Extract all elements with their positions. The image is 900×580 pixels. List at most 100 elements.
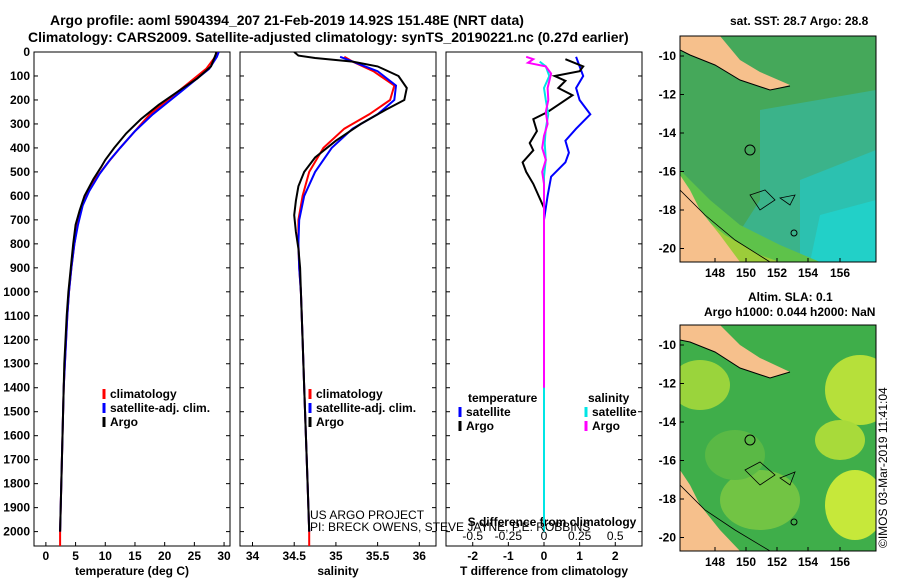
sla-map-lat-label: -10 (659, 338, 677, 352)
temperature-legend-label: Argo (110, 415, 138, 429)
depth-tick-label: 1100 (4, 309, 30, 323)
difference-xtick-label: 2 (612, 549, 619, 563)
salinity-xtick-label: 34 (246, 549, 260, 563)
difference-top-tick-label: 0 (541, 529, 548, 543)
difference-xtick-label: -2 (467, 549, 478, 563)
plot-elements: 0100200300400500600700800900100011001200… (3, 45, 850, 578)
temperature-xtick-label: 15 (128, 549, 142, 563)
chart-title-line2: Climatology: CARS2009. Satellite-adjuste… (28, 29, 629, 45)
sla-map-lat-label: -12 (659, 377, 677, 391)
sst-map-lat-label: -18 (659, 203, 677, 217)
salinity-legend-label: Argo (316, 415, 344, 429)
sst-map-lat-label: -10 (659, 49, 677, 63)
sst-map-title: sat. SST: 28.7 Argo: 28.8 (730, 14, 869, 28)
sst-map-lon-label: 156 (830, 266, 850, 280)
difference-legend-label: satellite (466, 405, 511, 419)
salinity-xtick-label: 35 (329, 549, 343, 563)
depth-tick-label: 100 (10, 69, 30, 83)
salinity-xlabel: salinity (317, 564, 359, 578)
depth-tick-label: 1300 (3, 357, 30, 371)
depth-tick-label: 2000 (3, 525, 30, 539)
depth-tick-label: 1800 (3, 477, 30, 491)
depth-tick-label: 800 (10, 237, 30, 251)
difference-legend-label: satellite (592, 405, 637, 419)
project-line2: PI: BRECK OWENS, STEVE JAYNE, P.E. ROBBI… (310, 520, 591, 534)
project-line1: US ARGO PROJECT (310, 508, 425, 522)
salinity-series-line (293, 52, 408, 532)
temperature-series-line (59, 52, 220, 532)
sla-map-title-line2: Argo h1000: 0.044 h2000: NaN (704, 305, 876, 319)
temperature-xtick-label: 5 (72, 549, 79, 563)
difference-top-tick-label: -0.25 (495, 529, 523, 543)
depth-tick-label: 0 (23, 45, 30, 59)
depth-tick-label: 700 (10, 213, 30, 227)
sst-map-lon-label: 150 (736, 266, 756, 280)
difference-legend-title-left: temperature (468, 391, 538, 405)
salinity-legend-label: satellite-adj. clim. (316, 401, 416, 415)
sla-map-lon-label: 152 (767, 555, 787, 569)
depth-tick-label: 1900 (3, 501, 30, 515)
difference-xtick-label: 1 (576, 549, 583, 563)
difference-top-xlabel: S difference from climatology (468, 515, 637, 529)
sst-map-lon-label: 152 (767, 266, 787, 280)
depth-tick-label: 300 (10, 117, 30, 131)
depth-tick-label: 1700 (3, 453, 30, 467)
sst-map-lat-label: -20 (659, 242, 677, 256)
depth-tick-label: 900 (10, 261, 30, 275)
sla-map-title-line1: Altim. SLA: 0.1 (748, 290, 833, 304)
temperature-legend-label: climatology (110, 387, 177, 401)
difference-legend-label: Argo (592, 419, 620, 433)
sla-map-lon-label: 148 (705, 555, 725, 569)
difference-xtick-label: 0 (541, 549, 548, 563)
sst-map-frame (679, 35, 877, 263)
sst-map-lat-label: -14 (659, 126, 677, 140)
sla-map-lat-label: -18 (659, 492, 677, 506)
depth-tick-label: 1500 (3, 405, 30, 419)
temperature-series-group (59, 52, 220, 546)
temperature-xtick-label: 10 (99, 549, 113, 563)
sla-map-frame (679, 324, 877, 552)
depth-tick-label: 200 (10, 93, 30, 107)
temperature-legend-label: satellite-adj. clim. (110, 401, 210, 415)
difference-top-tick-label: -0.5 (462, 529, 483, 543)
depth-tick-label: 1000 (3, 285, 30, 299)
sst-map-lat-label: -16 (659, 165, 677, 179)
difference-series-line (525, 55, 553, 388)
sst-map-lat-label: -12 (659, 88, 677, 102)
salinity-xtick-label: 36 (413, 549, 427, 563)
sla-map-lat-label: -20 (659, 531, 677, 545)
salinity-series-group (293, 52, 408, 546)
difference-series-line (543, 56, 592, 388)
difference-top-tick-label: 0.25 (568, 529, 592, 543)
salinity-legend-label: climatology (316, 387, 383, 401)
depth-tick-label: 500 (10, 165, 30, 179)
depth-tick-label: 1600 (3, 429, 30, 443)
temperature-xlabel: temperature (deg C) (75, 564, 189, 578)
temperature-xtick-label: 30 (217, 549, 231, 563)
difference-top-tick-label: 0.5 (607, 529, 624, 543)
difference-xtick-label: -1 (503, 549, 514, 563)
sla-map-lat-label: -14 (659, 415, 677, 429)
salinity-xtick-label: 35.5 (366, 549, 390, 563)
sla-map-lon-label: 156 (830, 555, 850, 569)
depth-tick-label: 400 (10, 141, 30, 155)
depth-tick-label: 1400 (3, 381, 30, 395)
temperature-frame (33, 51, 231, 547)
sst-map-lon-label: 154 (798, 266, 818, 280)
sla-map-lon-label: 150 (736, 555, 756, 569)
chart-title-line1: Argo profile: aoml 5904394_207 21-Feb-20… (50, 12, 524, 28)
imos-stamp: ©IMOS 03-Mar-2019 11:41:04 (876, 387, 890, 548)
sst-map (680, 36, 876, 262)
salinity-xtick-label: 34.5 (283, 549, 307, 563)
salinity-series-line (297, 55, 396, 546)
difference-series-line (521, 58, 585, 388)
depth-tick-label: 1200 (3, 333, 30, 347)
difference-xlabel: T difference from climatology (460, 564, 628, 578)
temperature-xtick-label: 25 (188, 549, 202, 563)
temperature-series-line (59, 52, 218, 546)
sla-map-lon-label: 154 (798, 555, 818, 569)
temperature-xtick-label: 0 (43, 549, 50, 563)
difference-legend-label: Argo (466, 419, 494, 433)
depth-tick-label: 600 (10, 189, 30, 203)
